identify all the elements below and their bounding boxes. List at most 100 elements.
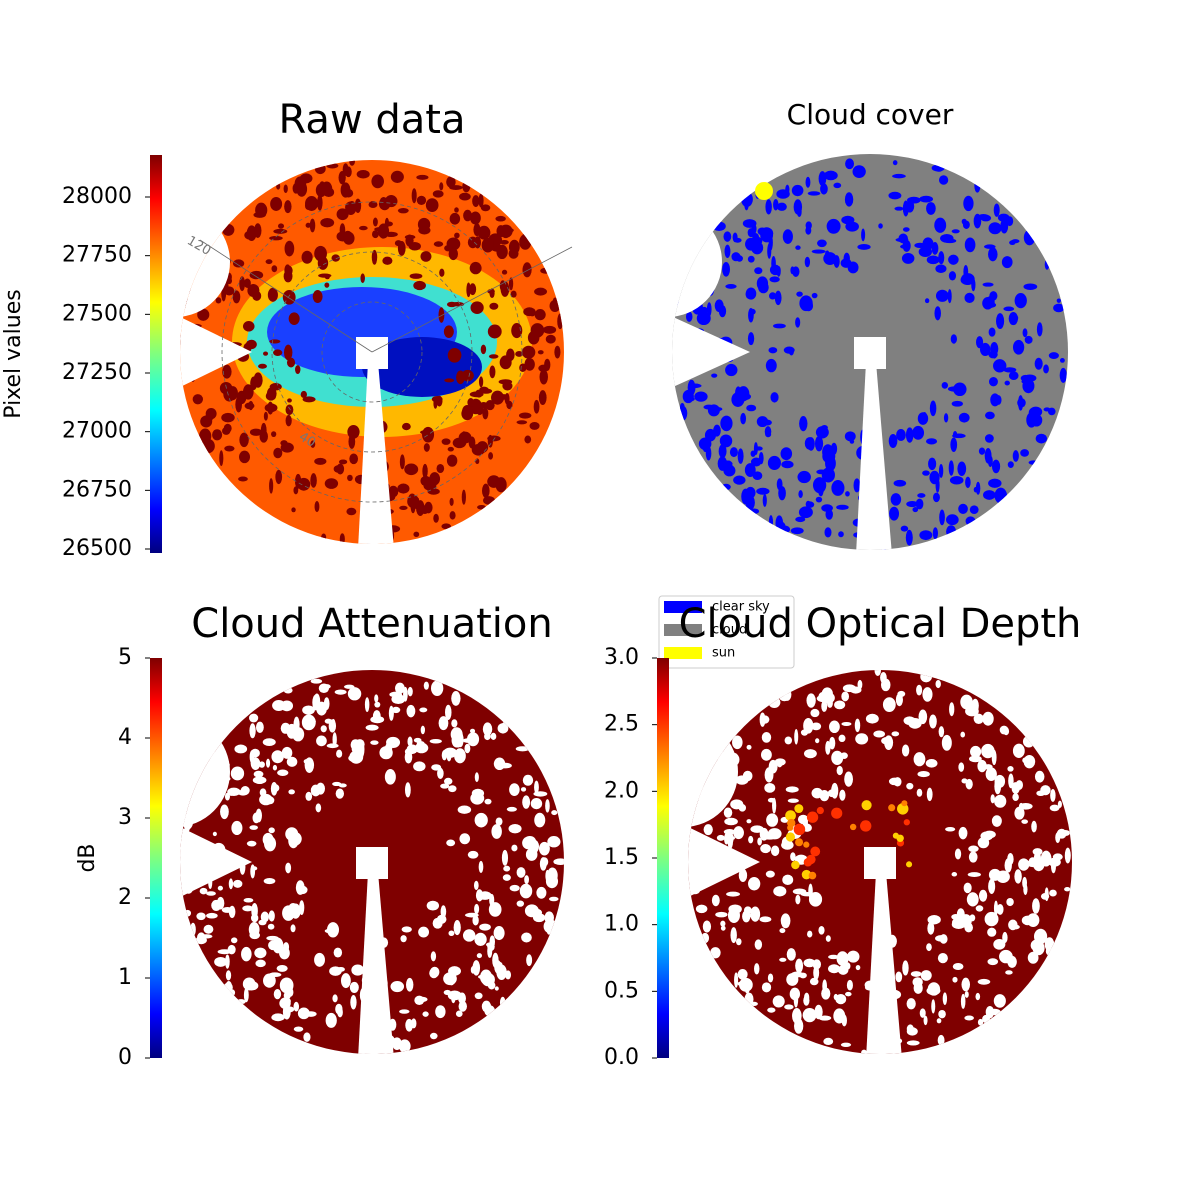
spot (927, 914, 941, 925)
spot (313, 693, 321, 709)
spot (941, 381, 949, 389)
spot (901, 744, 910, 757)
spot (190, 922, 196, 937)
spot (1050, 789, 1056, 802)
spot (1003, 306, 1015, 312)
spot (727, 833, 734, 849)
spot (221, 412, 235, 423)
spot (394, 682, 405, 694)
spot (1028, 460, 1039, 465)
spot (443, 989, 452, 995)
spot (1008, 919, 1018, 931)
spot (253, 770, 264, 778)
spot (954, 848, 962, 860)
thick-cloud (795, 838, 804, 847)
spot (813, 965, 820, 980)
mast-head (854, 337, 886, 369)
spot (929, 470, 940, 485)
spot (418, 926, 430, 938)
spot (279, 946, 290, 960)
spot (473, 223, 481, 237)
spot (778, 522, 787, 537)
spot (515, 351, 524, 357)
spot (790, 852, 796, 862)
spot (1023, 754, 1036, 769)
spot (359, 225, 368, 231)
spot (969, 505, 979, 515)
spot (390, 980, 405, 993)
spot (984, 911, 999, 927)
spot (429, 967, 439, 979)
spot (781, 840, 794, 850)
spot (490, 732, 497, 740)
spot (769, 276, 780, 283)
spot (243, 987, 249, 1003)
spot (263, 973, 276, 988)
spot (984, 448, 992, 464)
thick-cloud (831, 807, 843, 819)
spot (334, 689, 347, 695)
spot (267, 287, 278, 302)
spot (723, 807, 733, 818)
spot (741, 191, 753, 207)
spot (309, 218, 316, 233)
spot (747, 332, 755, 346)
spot (687, 379, 696, 396)
spot (751, 223, 757, 235)
spot (230, 937, 238, 944)
spot (841, 721, 852, 726)
spot (754, 963, 760, 975)
spot (230, 766, 245, 781)
bite (672, 207, 722, 317)
spot (243, 897, 254, 903)
spot (451, 737, 457, 745)
spot (791, 184, 804, 197)
spot (461, 489, 466, 505)
spot (270, 197, 283, 211)
spot (804, 256, 811, 268)
spot (508, 248, 519, 259)
spot (203, 924, 214, 934)
spot (754, 267, 763, 275)
spot (340, 182, 351, 198)
spot (457, 732, 464, 748)
spot (215, 297, 222, 304)
spot (825, 455, 836, 472)
spot (389, 691, 402, 698)
spot (538, 390, 547, 406)
spot (407, 494, 420, 509)
spot (404, 463, 419, 476)
spot (250, 748, 260, 758)
spot (830, 442, 838, 455)
thick-cloud (810, 846, 821, 857)
spot (286, 357, 296, 368)
spot (214, 956, 228, 967)
spot (1027, 383, 1034, 391)
thick-cloud (849, 823, 857, 831)
spot (950, 334, 957, 344)
spot (440, 783, 450, 789)
spot (485, 400, 495, 411)
spot (795, 317, 801, 328)
bite (688, 717, 738, 827)
spot (429, 739, 442, 744)
spot (489, 893, 495, 907)
spot (1007, 766, 1014, 772)
spot (844, 771, 854, 787)
spot (728, 904, 742, 914)
spot (443, 777, 453, 785)
spot (275, 469, 283, 485)
spot (1018, 802, 1024, 810)
spot (479, 923, 491, 931)
bite2 (180, 822, 252, 902)
spot (1059, 358, 1065, 363)
spot (493, 926, 505, 941)
spot (469, 728, 476, 734)
spot (1021, 915, 1034, 926)
spot (767, 973, 774, 983)
sky-image (180, 670, 564, 1054)
spot (502, 874, 511, 881)
spot (987, 927, 997, 937)
spot (768, 292, 777, 300)
thick-cloud (808, 871, 817, 880)
